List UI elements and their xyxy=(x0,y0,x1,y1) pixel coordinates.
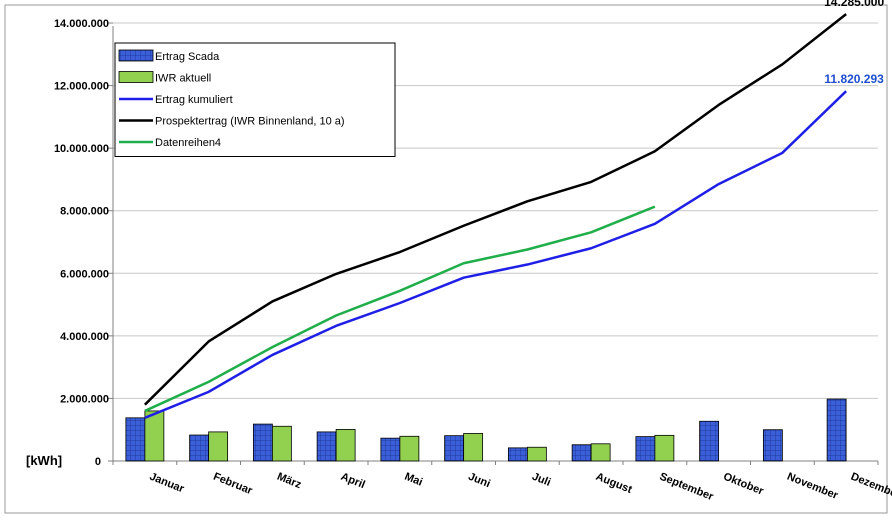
bar xyxy=(252,423,273,462)
bar xyxy=(635,436,656,462)
y-tick-label: 6.000.000 xyxy=(60,268,109,280)
legend-swatch xyxy=(118,71,154,83)
bar xyxy=(271,425,292,462)
bar xyxy=(335,429,356,462)
bar xyxy=(762,429,783,462)
series-line xyxy=(144,205,656,413)
bar xyxy=(125,417,146,462)
y-tick-label: 0 xyxy=(95,456,101,468)
legend-label: Ertrag Scada xyxy=(155,51,220,63)
bar xyxy=(208,431,229,462)
legend-box xyxy=(114,42,396,157)
legend-label: IWR aktuell xyxy=(155,73,211,85)
bar xyxy=(699,420,720,462)
bar xyxy=(590,443,611,462)
legend-label: Datenreihen4 xyxy=(155,137,221,149)
bar xyxy=(507,447,528,462)
y-tick-label: 14.000.000 xyxy=(54,18,109,30)
y-tick-label: 4.000.000 xyxy=(60,331,109,343)
y-tick-label: 12.000.000 xyxy=(54,81,109,93)
legend-label: Prospektertrag (IWR Binnenland, 10 a) xyxy=(155,116,345,128)
bar xyxy=(316,431,337,462)
data-label: 14.285.000 xyxy=(824,0,884,9)
bar xyxy=(526,446,547,462)
legend: Ertrag Scada IWR aktuell Ertrag kumuliert P… xyxy=(114,42,396,157)
bar xyxy=(189,434,210,462)
y-unit-label: [kWh] xyxy=(26,453,62,468)
y-tick-label: 10.000.000 xyxy=(54,143,109,155)
y-tick-label: 8.000.000 xyxy=(60,206,109,218)
data-label: 11.820.293 xyxy=(824,72,884,86)
legend-label: Ertrag kumuliert xyxy=(155,94,233,106)
axes xyxy=(108,22,879,465)
bar xyxy=(463,433,484,462)
bar xyxy=(826,398,847,462)
bar xyxy=(144,410,165,462)
bars xyxy=(125,398,847,462)
bar xyxy=(399,435,420,462)
series-line xyxy=(143,13,847,406)
bar xyxy=(654,434,675,462)
bar xyxy=(380,437,401,462)
legend-swatch xyxy=(118,49,154,62)
series-line xyxy=(144,90,847,419)
y-tick-label: 2.000.000 xyxy=(60,393,109,405)
bar xyxy=(444,435,465,462)
lines xyxy=(143,13,847,419)
bar xyxy=(571,444,592,462)
